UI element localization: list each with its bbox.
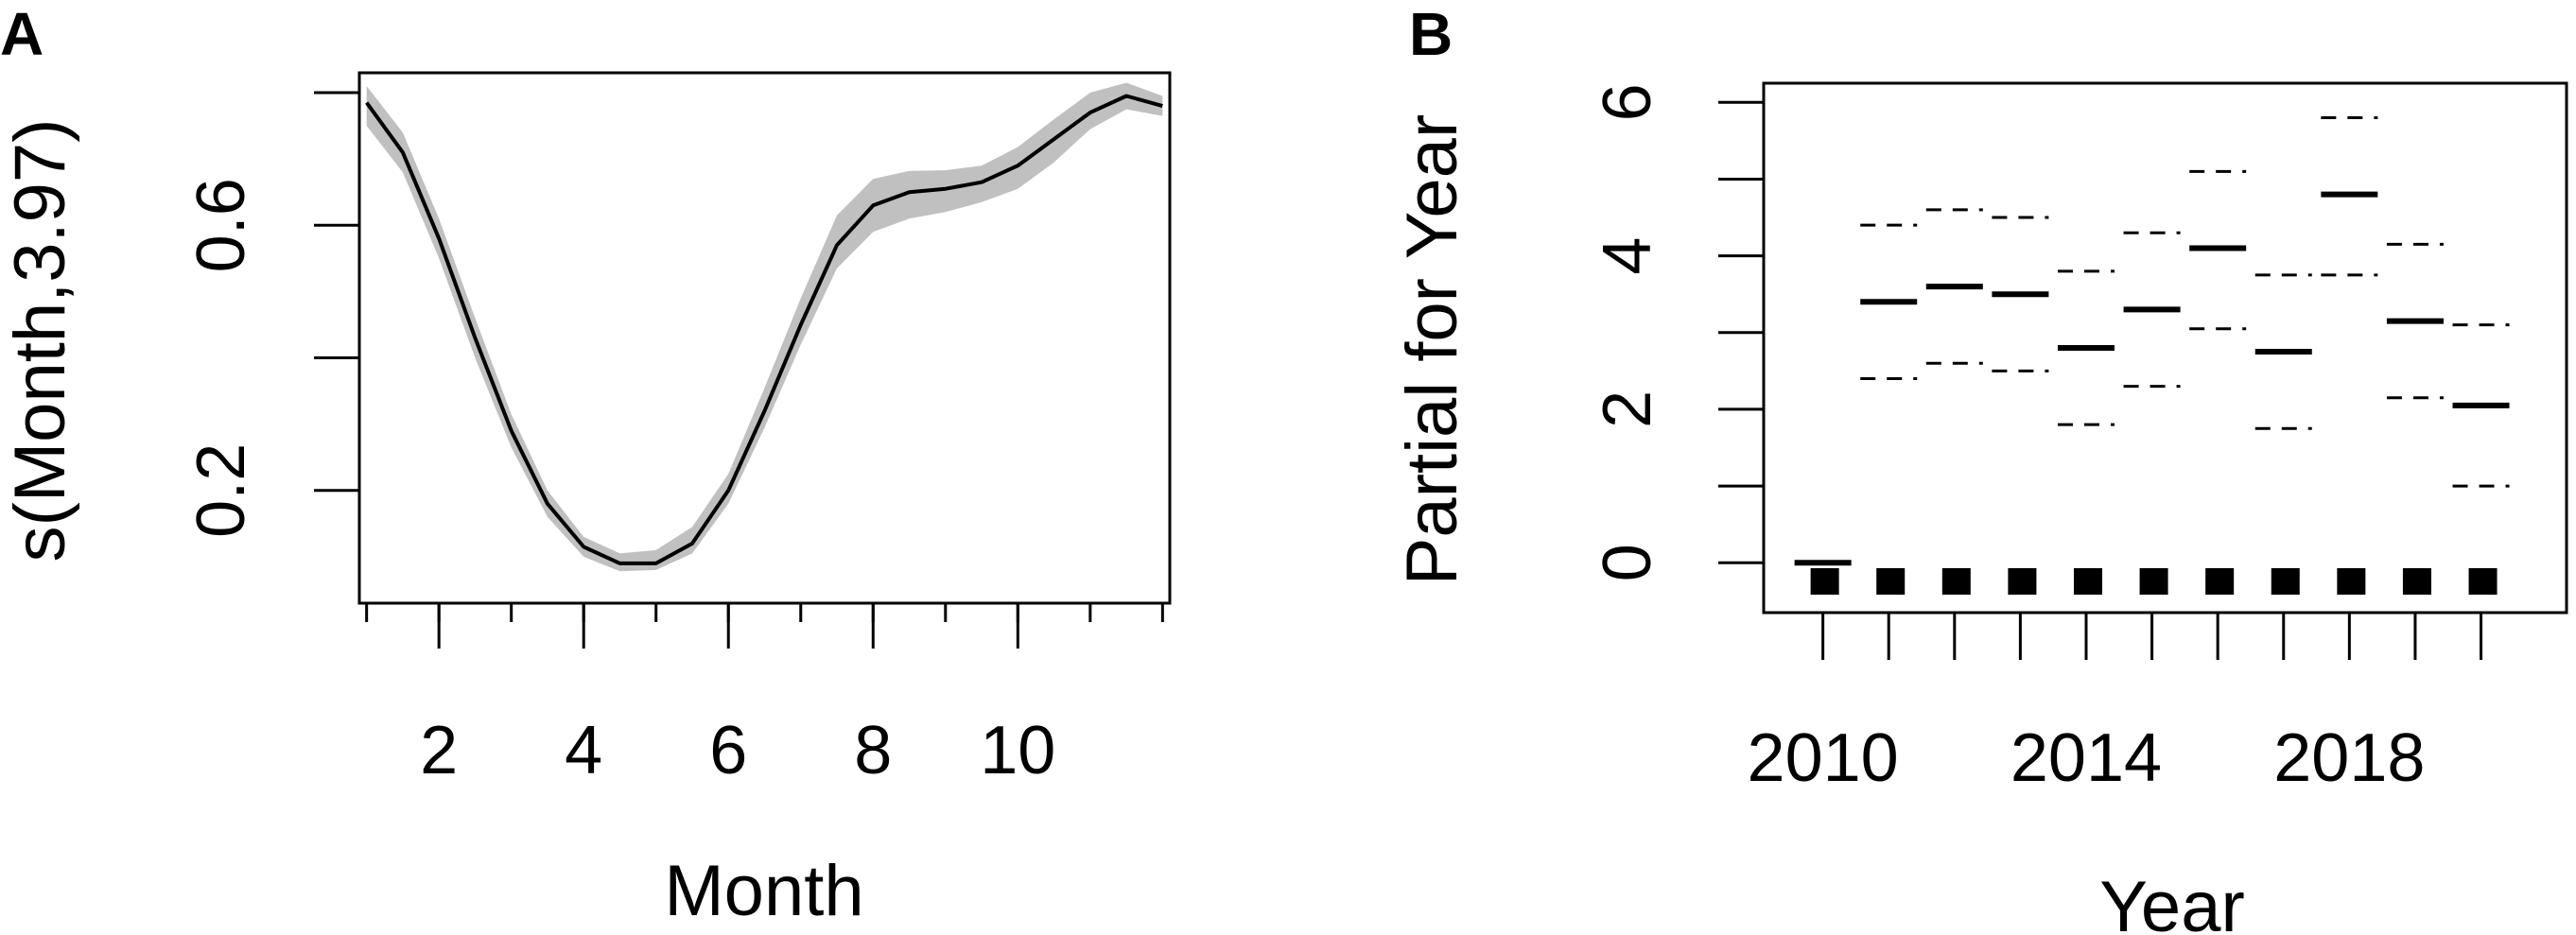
rug-square — [1810, 568, 1839, 595]
y-tick-label: 4 — [1590, 237, 1665, 275]
rug-square — [1876, 568, 1906, 595]
panel-b-partial-plot: 2010 2014 2018 0 2 4 6 Year Partial for Year — [1392, 81, 2568, 935]
x-tick-label: 6 — [709, 713, 747, 788]
rug-square — [2008, 568, 2037, 595]
y-tick-label: 0.6 — [183, 178, 259, 272]
x-axis-title: Year — [2099, 867, 2245, 935]
y-tick-label: 2 — [1590, 390, 1665, 428]
x-tick-label: 2018 — [2273, 720, 2425, 796]
y-tick-label: 0.2 — [183, 443, 259, 538]
x-tick-label: 2010 — [1748, 720, 1899, 796]
smooth-line — [365, 94, 1163, 565]
plot-frame — [1762, 81, 2568, 615]
y-tick-label: 0 — [1590, 544, 1665, 581]
y-tick-label: 6 — [1590, 83, 1665, 121]
panel-label-b: B — [1409, 0, 1453, 68]
x-tick-label: 2014 — [2010, 720, 2162, 796]
x-tick-label: 10 — [980, 713, 1055, 788]
plot-frame — [357, 71, 1172, 605]
x-tick-label: 8 — [854, 713, 892, 788]
x-tick-label: 2 — [420, 713, 458, 788]
rug-square — [2139, 568, 2168, 595]
rug-square — [2073, 568, 2102, 595]
y-axis-title: s(Month,3.97) — [0, 119, 80, 563]
rug-square — [2337, 568, 2366, 595]
rug-square — [1941, 568, 1971, 595]
rug-square — [2468, 568, 2498, 595]
panel-a-smooth-plot: 2 4 6 8 10 0.2 0.6 Month s(Month,3.97) — [0, 71, 1172, 931]
x-tick-label: 4 — [565, 713, 602, 788]
rug-square — [2205, 568, 2235, 595]
rug-square — [2271, 568, 2300, 595]
rug-square — [2402, 568, 2431, 595]
y-axis-title: Partial for Year — [1392, 114, 1472, 586]
x-axis-title: Month — [664, 851, 863, 931]
confidence-band — [366, 82, 1163, 572]
panel-label-a: A — [0, 0, 44, 68]
